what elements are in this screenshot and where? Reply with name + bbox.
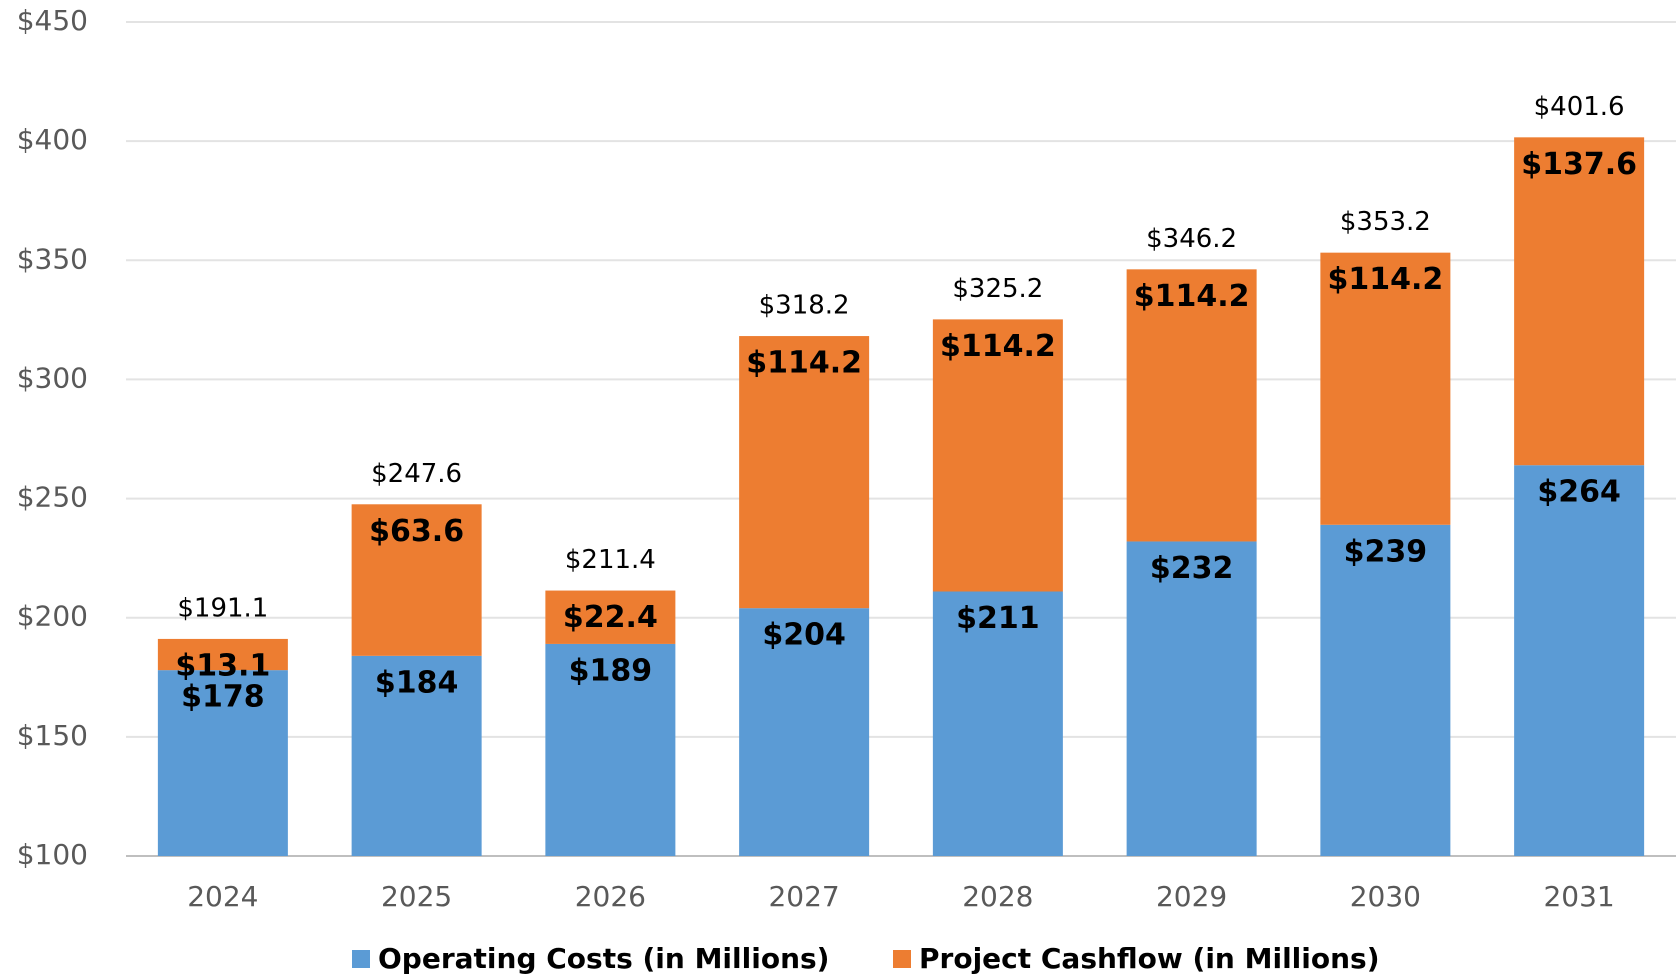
data-label: $63.6 [369, 514, 464, 549]
bar-segment [157, 638, 288, 671]
legend-label: Operating Costs (in Millions) [378, 942, 829, 975]
y-tick-label: $450 [17, 4, 88, 37]
bar-segment [545, 590, 676, 644]
data-label: $184 [375, 665, 459, 700]
y-tick-label: $150 [17, 719, 88, 752]
data-label: $211 [956, 601, 1040, 636]
data-label: $22.4 [563, 600, 658, 635]
legend-swatch [352, 950, 370, 968]
data-label: $239 [1344, 534, 1428, 569]
x-tick-label: 2028 [962, 880, 1033, 913]
legend-swatch [893, 950, 911, 968]
data-label: $137.6 [1521, 147, 1637, 182]
x-tick-label: 2030 [1350, 880, 1421, 913]
bar-segment [351, 655, 482, 856]
bar-segment [1514, 465, 1645, 856]
bar-segment [1320, 524, 1451, 856]
y-tick-label: $200 [17, 600, 88, 633]
bar-segment [1126, 541, 1257, 856]
data-label: $114.2 [1327, 262, 1443, 297]
y-tick-label: $100 [17, 838, 88, 871]
data-label: $232 [1150, 551, 1234, 586]
total-label: $318.2 [759, 291, 850, 321]
bar-segment [739, 336, 870, 609]
bar-segment [739, 608, 870, 856]
data-label: $204 [762, 618, 846, 653]
bar-segment [157, 670, 288, 856]
bar-segment [351, 504, 482, 656]
y-tick-label: $350 [17, 242, 88, 275]
data-label: $114.2 [940, 329, 1056, 364]
x-tick-label: 2026 [575, 880, 646, 913]
bar-segment [1514, 137, 1645, 466]
x-tick-label: 2029 [1156, 880, 1227, 913]
data-label: $13.1 [175, 648, 270, 683]
bar-segment [932, 319, 1063, 592]
data-label: $114.2 [1134, 279, 1250, 314]
data-label: $178 [181, 680, 265, 715]
x-tick-label: 2031 [1543, 880, 1614, 913]
total-label: $325.2 [952, 274, 1043, 304]
data-label: $114.2 [746, 346, 862, 381]
y-tick-label: $250 [17, 481, 88, 514]
x-tick-label: 2027 [768, 880, 839, 913]
total-label: $346.2 [1146, 224, 1237, 254]
y-tick-label: $300 [17, 361, 88, 394]
total-label: $247.6 [371, 459, 462, 489]
x-tick-label: 2024 [187, 880, 258, 913]
x-tick-label: 2025 [381, 880, 452, 913]
total-label: $211.4 [565, 545, 656, 575]
bar-segment [545, 643, 676, 856]
y-tick-label: $400 [17, 123, 88, 156]
total-label: $401.6 [1534, 92, 1625, 122]
data-label: $189 [569, 653, 653, 688]
data-label: $264 [1537, 475, 1621, 510]
total-label: $353.2 [1340, 207, 1431, 237]
bar-segment [1126, 269, 1257, 542]
bar-segment [932, 591, 1063, 856]
total-label: $191.1 [177, 593, 268, 623]
bar-segment [1320, 252, 1451, 525]
legend-label: Project Cashflow (in Millions) [919, 942, 1380, 975]
